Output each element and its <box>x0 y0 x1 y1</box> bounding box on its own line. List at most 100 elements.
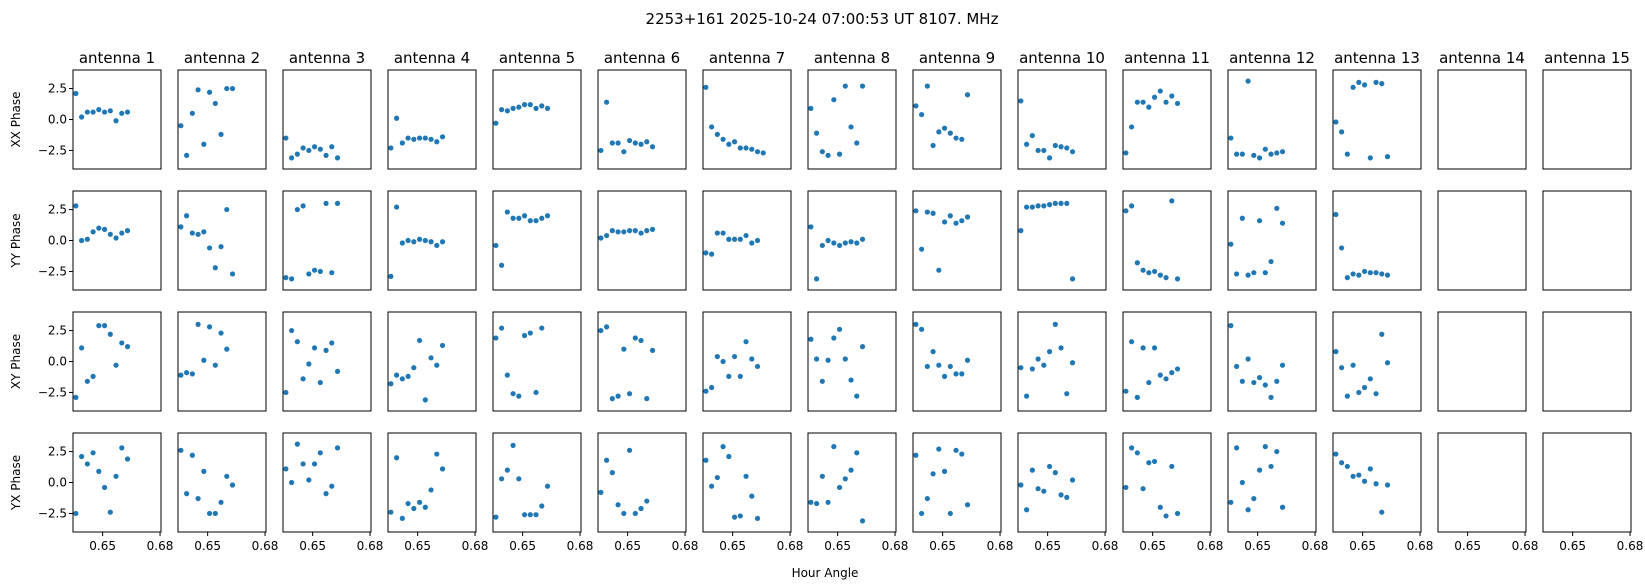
panel-frame <box>1122 311 1212 412</box>
data-point <box>96 323 102 329</box>
data-point <box>539 503 545 509</box>
data-point <box>638 505 644 512</box>
data-point <box>848 239 854 245</box>
data-point <box>1146 104 1152 110</box>
data-point <box>317 379 323 386</box>
data-point <box>516 215 522 221</box>
data-point <box>720 230 726 236</box>
data-point <box>428 136 434 142</box>
data-point <box>195 231 201 237</box>
data-point <box>604 232 610 239</box>
x-tick-label: 0.68 <box>987 539 1014 553</box>
data-point <box>405 237 411 244</box>
x-tick-label: 0.68 <box>882 539 909 553</box>
data-point <box>1169 93 1175 99</box>
data-point <box>959 371 965 377</box>
data-point <box>416 236 423 242</box>
x-tick-label: 0.68 <box>567 539 594 553</box>
x-tick-label: 0.68 <box>777 539 804 553</box>
panel: antenna 4 <box>387 49 477 170</box>
data-point <box>493 514 499 520</box>
panel: antenna 1 2.5 0.0 −2.5 <box>38 49 162 170</box>
panel-title: antenna 6 <box>604 49 680 67</box>
panel-frame <box>807 432 897 533</box>
data-point <box>964 214 971 220</box>
y-tick-label: 0.0 <box>48 234 67 248</box>
data-point <box>808 336 814 342</box>
panel-frame <box>1332 190 1422 291</box>
data-point <box>1069 477 1076 483</box>
data-point <box>119 445 125 451</box>
x-tick-label: 0.68 <box>1512 539 1539 553</box>
data-point <box>731 353 738 360</box>
data-point <box>709 384 715 391</box>
data-point <box>388 145 394 151</box>
data-point <box>1373 481 1379 487</box>
panel-frame <box>177 69 267 170</box>
panel-frame <box>1227 311 1317 412</box>
panel-title: antenna 10 <box>1019 49 1105 67</box>
data-point <box>836 242 843 249</box>
data-point <box>184 152 190 158</box>
panel <box>1122 190 1212 291</box>
panel-frame <box>177 311 267 412</box>
x-tick-label: 0.68 <box>252 539 279 553</box>
data-point <box>848 377 854 383</box>
data-point <box>1268 258 1274 265</box>
data-point <box>626 228 633 234</box>
data-point <box>1268 151 1274 157</box>
data-point <box>1064 494 1070 500</box>
data-point <box>1262 382 1268 388</box>
data-point <box>626 391 633 397</box>
data-point <box>1046 349 1053 355</box>
data-point <box>113 235 119 241</box>
data-point <box>831 97 837 103</box>
data-point <box>1024 204 1030 210</box>
data-point <box>825 357 831 363</box>
data-point <box>1018 228 1024 234</box>
data-point <box>516 393 522 399</box>
data-point <box>1367 270 1373 276</box>
data-point <box>737 373 743 379</box>
data-point <box>306 271 312 277</box>
panel-frame <box>1542 69 1632 170</box>
data-point <box>1134 260 1140 266</box>
data-point <box>703 84 709 90</box>
data-point <box>289 155 295 161</box>
data-point <box>428 487 434 493</box>
data-point <box>1373 270 1379 276</box>
data-point <box>644 498 650 504</box>
panel-frame <box>492 311 582 412</box>
data-point <box>1140 345 1146 351</box>
y-tick-label: −2.5 <box>38 506 67 520</box>
data-point <box>218 330 224 336</box>
panel <box>1017 190 1107 291</box>
panel: 0.65 0.68 <box>387 432 488 553</box>
panel <box>597 190 687 291</box>
data-point <box>632 140 638 146</box>
panel: 0.65 0.68 <box>1227 432 1328 553</box>
data-point <box>621 229 627 235</box>
data-point <box>218 131 224 137</box>
data-point <box>737 236 743 242</box>
data-point <box>1123 150 1129 156</box>
panel: antenna 9 <box>912 49 1002 170</box>
data-point <box>1134 394 1140 400</box>
data-point <box>1018 365 1024 371</box>
data-point <box>311 267 318 273</box>
panel <box>492 311 582 412</box>
data-point <box>84 236 90 242</box>
panel-frame <box>72 432 162 533</box>
data-point <box>842 240 848 246</box>
data-point <box>533 389 539 396</box>
x-tick-label: 0.65 <box>299 539 326 553</box>
data-point <box>1379 331 1385 337</box>
data-point <box>405 500 411 507</box>
data-point <box>749 493 755 499</box>
data-point <box>1129 203 1135 209</box>
data-point <box>1239 479 1245 486</box>
data-point <box>703 457 709 463</box>
data-point <box>831 444 837 450</box>
data-point <box>598 235 604 241</box>
data-point <box>1361 82 1368 88</box>
